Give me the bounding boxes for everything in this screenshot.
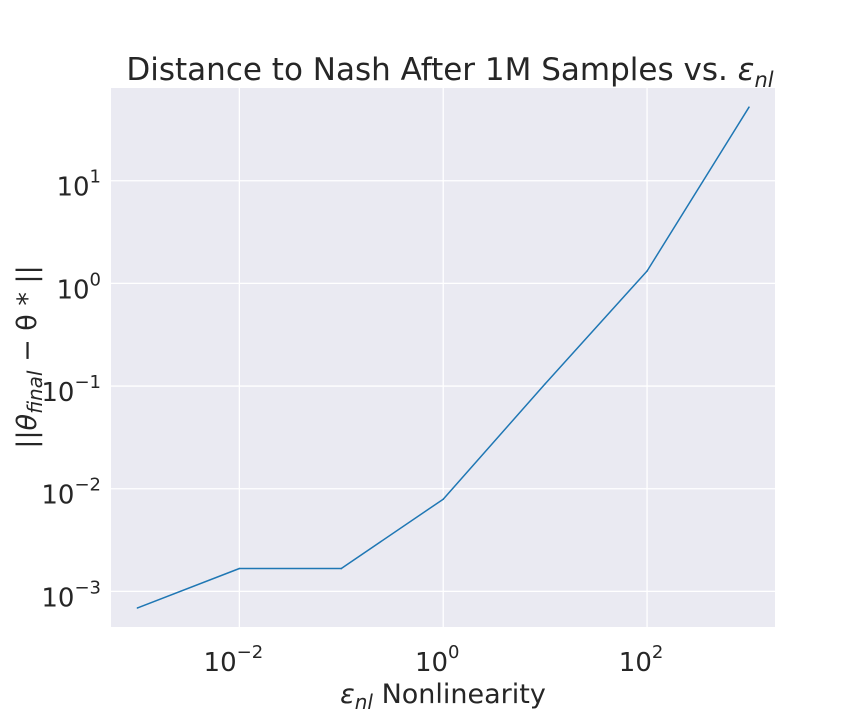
x-tick-labels: 10−2 100 102 xyxy=(204,642,664,678)
data-point xyxy=(136,607,139,609)
data-point xyxy=(340,567,343,570)
grid xyxy=(111,88,775,627)
series-layer xyxy=(136,106,750,609)
y-tick-label: 10−3 xyxy=(41,577,101,613)
data-point xyxy=(646,270,648,272)
y-tick-labels: 10−3 10−2 10−1 100 101 xyxy=(41,167,101,614)
x-tick-label: 102 xyxy=(619,642,664,678)
y-tick-label: 10−2 xyxy=(41,475,101,511)
x-tick-label: 100 xyxy=(415,642,460,678)
x-tick-label: 10−2 xyxy=(204,642,264,678)
y-tick-label: 101 xyxy=(56,167,101,203)
y-tick-label: 100 xyxy=(56,269,101,305)
x-axis-label: εnl Nonlinearity xyxy=(340,679,546,714)
chart-title: Distance to Nash After 1M Samples vs. εn… xyxy=(126,52,773,92)
data-point xyxy=(442,498,445,501)
y-tick-label: 10−1 xyxy=(41,372,101,408)
data-point xyxy=(748,106,750,109)
y-axis-label: ||θfinal − θ * || xyxy=(12,265,47,448)
data-point xyxy=(544,383,546,385)
data-point xyxy=(238,567,241,570)
